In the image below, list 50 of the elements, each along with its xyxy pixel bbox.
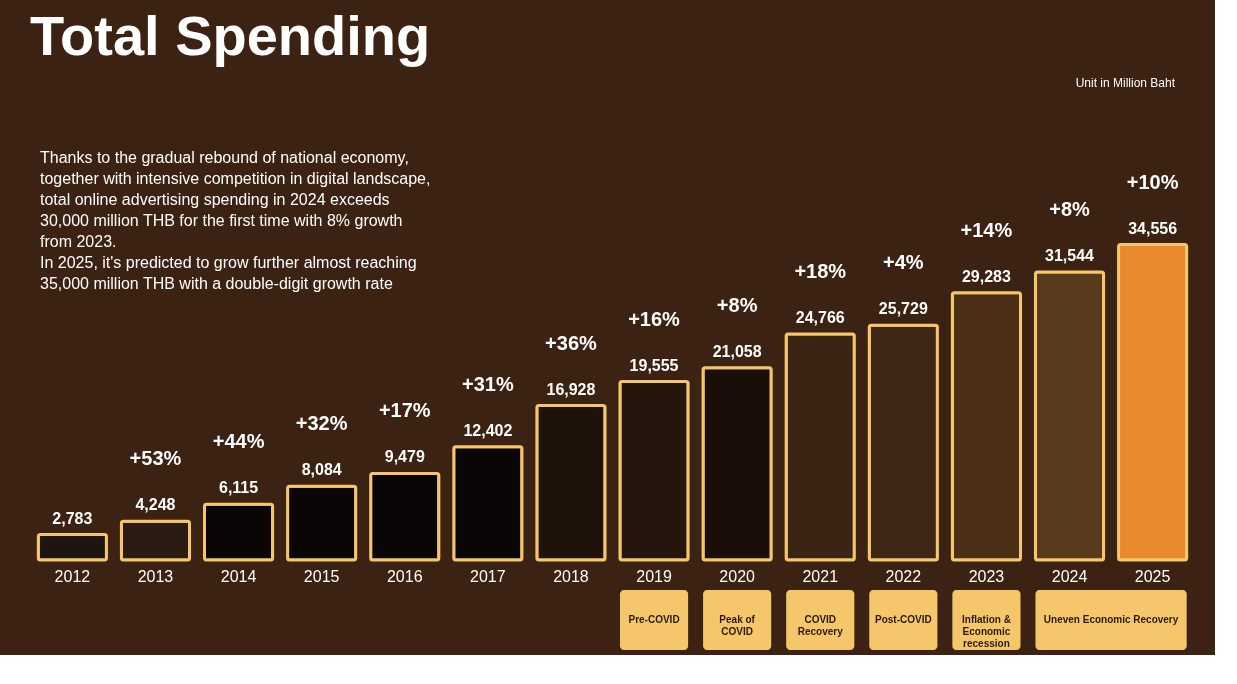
chart-title: Total Spending <box>30 4 431 67</box>
data-label: 21,058 <box>712 342 762 360</box>
x-tick-label: 2014 <box>220 567 257 585</box>
x-tick-label: 2020 <box>719 567 756 585</box>
x-tick-label: 2021 <box>802 567 839 585</box>
x-tick-label: 2019 <box>636 567 672 585</box>
data-label: 29,283 <box>961 267 1011 285</box>
annotation: +31% <box>462 372 514 395</box>
x-tick-label: 2016 <box>386 567 423 585</box>
data-label: 31,544 <box>1045 247 1095 265</box>
x-tick-label: 2022 <box>885 567 922 585</box>
annotation: +53% <box>129 447 182 470</box>
x-tick-label: 2024 <box>1051 567 1088 585</box>
data-label: 24,766 <box>795 308 845 326</box>
annotation: +14% <box>960 218 1013 241</box>
data-label: 19,555 <box>629 356 679 374</box>
chart-subtitle: Thanks to the gradual rebound of national economy, together with intensive competition in digital landscape, total online advertising spending in 2024 exceeds 30,000 million THB for the first time with 8% growth from 2023. In 2025, it's predicted to grow further almost reaching 35,000 million THB with a double-digit growth rate <box>40 149 431 292</box>
annotation: +18% <box>794 259 847 282</box>
data-label: 34,556 <box>1128 219 1178 237</box>
data-label: 4,248 <box>135 496 176 514</box>
x-tick-label: 2018 <box>553 567 589 585</box>
text: COVID Recovery <box>797 614 844 637</box>
annotation: +4% <box>883 251 924 274</box>
data-label: 16,928 <box>546 380 596 398</box>
x-tick-label: 2025 <box>1134 567 1171 585</box>
data-label: 6,115 <box>218 479 259 497</box>
x-tick-label: 2012 <box>54 567 91 585</box>
annotation: +8% <box>716 293 758 316</box>
text: Peak of COVID <box>719 614 756 637</box>
x-tick-label: 2015 <box>303 567 340 585</box>
text: Unit in Million Baht <box>1075 76 1176 90</box>
data-label: 8,084 <box>301 461 342 479</box>
data-label: 12,402 <box>463 421 513 439</box>
text: Inflation & Economic recession <box>961 614 1011 649</box>
x-tick-label: 2023 <box>968 567 1005 585</box>
annotation: +17% <box>378 399 431 422</box>
data-label: 2,783 <box>52 509 93 527</box>
annotation: +32% <box>295 412 348 435</box>
annotation: +8% <box>1049 198 1091 221</box>
text: Post-COVID <box>875 614 932 625</box>
text: Pre-COVID <box>628 614 680 625</box>
annotation: +16% <box>628 307 681 330</box>
annotation: +36% <box>545 331 598 354</box>
text: Uneven Economic Recovery <box>1043 614 1179 625</box>
x-tick-label: 2017 <box>470 567 506 585</box>
annotation: +44% <box>212 430 265 453</box>
x-tick-label: 2013 <box>137 567 174 585</box>
data-label: 9,479 <box>384 448 425 466</box>
data-label: 25,729 <box>878 300 928 318</box>
annotation: +10% <box>1126 170 1179 193</box>
